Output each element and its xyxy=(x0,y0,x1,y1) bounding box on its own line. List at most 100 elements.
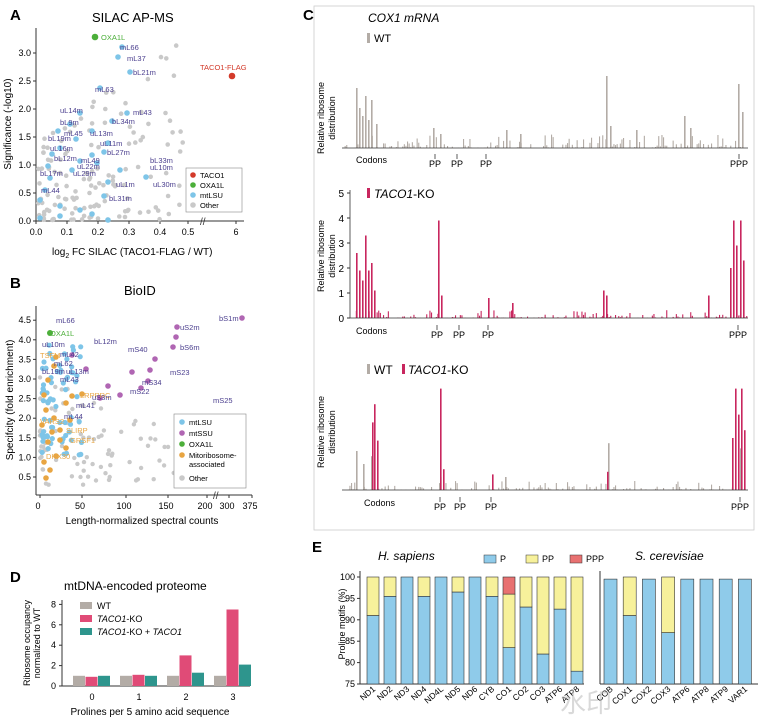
ribosome-bar xyxy=(408,143,410,148)
b-ytick-label: 2.0 xyxy=(18,413,31,423)
ribosome-bar xyxy=(495,145,497,148)
b-point-label: mL44 xyxy=(64,412,83,421)
b-other-point xyxy=(84,455,90,460)
d-bar xyxy=(214,675,226,686)
b-point-label: OXA1L xyxy=(50,329,74,338)
a-other-point xyxy=(101,182,106,188)
a-other-point xyxy=(78,116,84,121)
ribosome-bar xyxy=(455,481,457,490)
b-ytick-label: 0.5 xyxy=(18,472,31,482)
ribosome-bar xyxy=(735,140,737,148)
ribosome-bar xyxy=(403,316,405,318)
panel-c-title: COX1 mRNA xyxy=(368,11,439,25)
b-ytick-label: 3.0 xyxy=(18,374,31,384)
ribosome-bar xyxy=(562,488,564,490)
ribosome-bar xyxy=(490,142,492,148)
a-mtlsu-point xyxy=(73,136,79,142)
a-point-label: bL12m xyxy=(54,154,77,163)
a-other-point xyxy=(58,157,63,162)
ribosome-bar xyxy=(429,135,431,148)
ribosome-peak xyxy=(690,128,692,148)
e-bar-segment xyxy=(570,576,584,672)
b-assoc-point xyxy=(41,392,47,398)
ribosome-bar xyxy=(571,144,573,148)
e-bar-segment xyxy=(718,578,733,685)
panel-a-x-label: log2 FC SILAC (TACO1-FLAG / WT) xyxy=(52,247,212,260)
b-assoc-point xyxy=(51,363,57,369)
motif-label: PP xyxy=(480,159,492,169)
b-mtssu-point xyxy=(145,378,151,384)
b-other-point xyxy=(106,477,112,483)
ribosome-bar xyxy=(623,138,625,148)
motif-label: PP xyxy=(453,330,465,340)
e-x-label: CO2 xyxy=(510,684,530,703)
ribosome-bar xyxy=(739,147,741,148)
ribosome-bar xyxy=(720,146,722,148)
ribosome-bar xyxy=(536,488,538,490)
ribosome-bar xyxy=(719,146,721,148)
panel-e-y-ticks: 75 80 85 90 95 100 xyxy=(340,572,360,689)
ribosome-bar xyxy=(501,481,503,490)
b-assoc-point xyxy=(45,439,51,445)
a-mtlsu-point xyxy=(77,110,83,116)
ribosome-peak xyxy=(708,295,710,318)
ribosome-peak xyxy=(365,235,367,318)
track2-legend: TACO1-KO xyxy=(374,187,434,201)
b-mtssu-point xyxy=(174,324,180,330)
ribosome-bar xyxy=(567,143,569,148)
track1-codons: Codons xyxy=(356,155,388,165)
ribosome-peak xyxy=(742,112,744,148)
a-mtlsu-point xyxy=(67,121,73,127)
ko-ytick-label: 3 xyxy=(338,239,344,250)
b-point-label: bS6m xyxy=(180,343,200,352)
a-point-label: bL17m xyxy=(40,169,63,178)
b-assoc-point xyxy=(53,354,59,360)
track3-legend-ko: TACO1-KO xyxy=(408,363,468,377)
ribosome-bar xyxy=(487,146,489,148)
ribosome-bar xyxy=(461,315,463,318)
ribosome-bar xyxy=(418,486,420,490)
e-bar-segment xyxy=(366,576,380,616)
ribosome-bar xyxy=(431,312,433,318)
a-mtlsu-point xyxy=(101,149,107,155)
ribosome-bar xyxy=(698,143,700,148)
b-other-point xyxy=(138,436,143,441)
a-ytick-label: 1.0 xyxy=(18,160,31,170)
ribosome-bar xyxy=(639,142,641,148)
a-other-point xyxy=(167,118,173,123)
ribosome-peak-ko xyxy=(377,440,379,490)
ribosome-bar xyxy=(703,144,705,148)
a-other-point xyxy=(89,142,94,148)
a-point-label: bL19m xyxy=(48,134,71,143)
ribosome-peak-ko xyxy=(738,414,740,490)
b-mtlsu-point xyxy=(49,436,55,442)
a-other-point xyxy=(89,168,95,174)
ribosome-bar xyxy=(623,489,625,490)
b-mtssu-point xyxy=(129,369,135,375)
a-point-label: bL34m xyxy=(112,117,135,126)
a-other-point xyxy=(110,178,116,183)
a-other-point xyxy=(67,129,73,135)
b-assoc-point xyxy=(43,475,49,481)
ribosome-bar xyxy=(503,140,505,148)
ribosome-bar xyxy=(610,315,612,318)
b-point-label: uL10m xyxy=(42,340,65,349)
a-other-point xyxy=(42,136,47,141)
a-mtlsu-point xyxy=(109,118,115,124)
b-mtlsu-point xyxy=(64,374,71,380)
ribosome-bar xyxy=(511,310,513,318)
panel-b-letter: B xyxy=(10,275,21,292)
b-other-point xyxy=(37,375,43,380)
a-other-point xyxy=(45,145,50,150)
a-point-label: bL27m xyxy=(107,148,130,157)
a-other-point xyxy=(171,73,177,78)
a-other-point xyxy=(121,182,127,188)
e-bar-segment xyxy=(553,576,567,610)
b-mtssu-point xyxy=(170,344,176,350)
d-xtick-label: 3 xyxy=(230,692,235,702)
ribosome-bar xyxy=(407,141,409,148)
ribosome-bar xyxy=(498,136,500,148)
panel-b-x-ticks: 0 50 100 150 200 300 375 xyxy=(35,495,258,511)
ribosome-bar xyxy=(707,144,709,148)
a-mtlsu-point xyxy=(115,54,121,60)
